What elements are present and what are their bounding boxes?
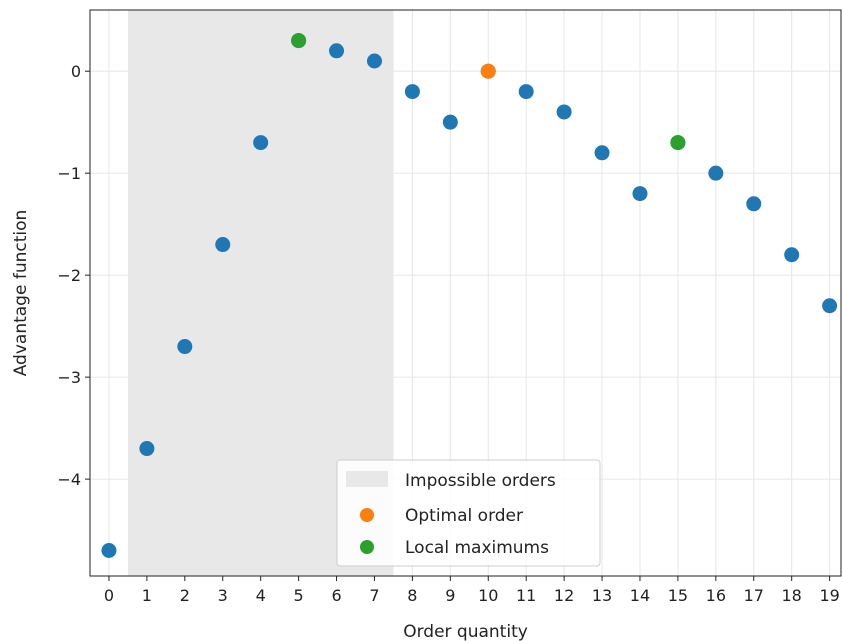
x-tick-label: 1 <box>142 586 152 605</box>
optimal-order-point <box>480 63 496 79</box>
x-tick-label: 2 <box>180 586 190 605</box>
y-tick-label: 0 <box>71 62 81 81</box>
x-tick-label: 12 <box>554 586 574 605</box>
legend-label-local-maximums: Local maximums <box>405 538 549 558</box>
data-point <box>177 339 193 355</box>
axis-ticks: 0 1 2 3 4 5 6 7 8 9 10 11 12 13 14 15 16 17 18 190−1−2−3−4 <box>57 62 839 605</box>
data-point <box>746 196 762 212</box>
y-tick-label: −2 <box>57 266 81 285</box>
data-point <box>632 186 648 202</box>
legend-label-optimal-order: Optimal order <box>405 506 523 526</box>
data-point <box>784 247 800 263</box>
data-point <box>329 43 345 59</box>
y-tick-label: −4 <box>57 470 81 489</box>
plot-frame <box>89 9 842 577</box>
data-point <box>556 104 572 120</box>
x-tick-label: 18 <box>782 586 802 605</box>
data-point <box>139 441 155 457</box>
x-tick-label: 7 <box>369 586 379 605</box>
x-tick-label: 17 <box>744 586 764 605</box>
legend-box <box>336 459 601 567</box>
data-point <box>366 53 382 69</box>
x-axis-label: Order quantity <box>403 622 528 641</box>
data-point <box>594 145 610 161</box>
x-tick-label: 14 <box>630 586 650 605</box>
legend-marker-optimal-order <box>360 508 374 522</box>
x-tick-label: 15 <box>668 586 688 605</box>
data-point <box>215 237 231 253</box>
x-tick-label: 5 <box>294 586 304 605</box>
x-tick-label: 11 <box>516 586 536 605</box>
local-maximums-point <box>670 135 686 151</box>
data-point <box>404 84 420 100</box>
local-maximums-point <box>291 33 307 49</box>
data-point <box>708 165 724 181</box>
legend-swatch-impossible-orders <box>346 471 388 487</box>
legend-label-impossible-orders: Impossible orders <box>405 471 556 491</box>
x-tick-label: 4 <box>256 586 266 605</box>
x-tick-label: 6 <box>331 586 341 605</box>
data-points <box>101 33 838 559</box>
legend-marker-local-maximums <box>360 540 374 554</box>
x-tick-label: 19 <box>819 586 839 605</box>
data-point <box>518 84 534 100</box>
y-tick-label: −3 <box>57 368 81 387</box>
y-tick-label: −1 <box>57 164 81 183</box>
x-tick-label: 13 <box>592 586 612 605</box>
x-tick-label: 16 <box>706 586 726 605</box>
data-point <box>442 114 458 130</box>
data-point <box>822 298 838 314</box>
x-tick-label: 3 <box>218 586 228 605</box>
data-point <box>253 135 269 151</box>
x-tick-label: 9 <box>445 586 455 605</box>
y-axis-label: Advantage function <box>11 210 31 377</box>
x-tick-label: 0 <box>104 586 114 605</box>
data-point <box>101 543 117 559</box>
x-tick-label: 8 <box>407 586 417 605</box>
x-tick-label: 10 <box>478 586 498 605</box>
legend: Impossible orders Optimal order Local ma… <box>336 459 601 567</box>
